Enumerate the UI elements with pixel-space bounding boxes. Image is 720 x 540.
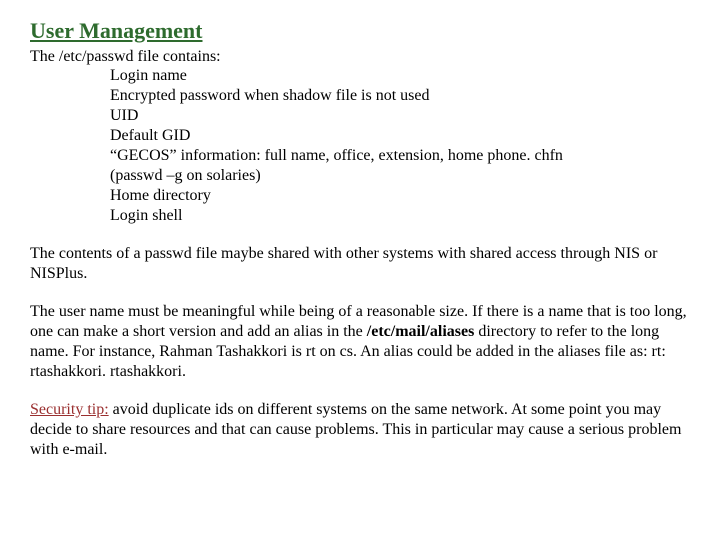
list-item: Default GID <box>110 126 690 146</box>
list-item: Login shell <box>110 206 690 226</box>
aliases-path: /etc/mail/aliases <box>367 323 475 340</box>
page-title: User Management <box>30 18 690 44</box>
list-item: (passwd –g on solaries) <box>110 166 690 186</box>
paragraph-sharing: The contents of a passwd file maybe shar… <box>30 244 690 284</box>
list-item: Login name <box>110 66 690 86</box>
paragraph-alias: The user name must be meaningful while b… <box>30 302 690 382</box>
security-tip-text: avoid duplicate ids on different systems… <box>30 401 681 458</box>
list-item: UID <box>110 106 690 126</box>
paragraph-security: Security tip: avoid duplicate ids on dif… <box>30 400 690 460</box>
list-item: Home directory <box>110 186 690 206</box>
intro-text: The /etc/passwd file contains: <box>30 48 690 66</box>
list-item: Encrypted password when shadow file is n… <box>110 86 690 106</box>
passwd-fields-list: Login name Encrypted password when shado… <box>30 66 690 226</box>
security-tip-label: Security tip: <box>30 401 109 418</box>
list-item: “GECOS” information: full name, office, … <box>110 146 690 166</box>
